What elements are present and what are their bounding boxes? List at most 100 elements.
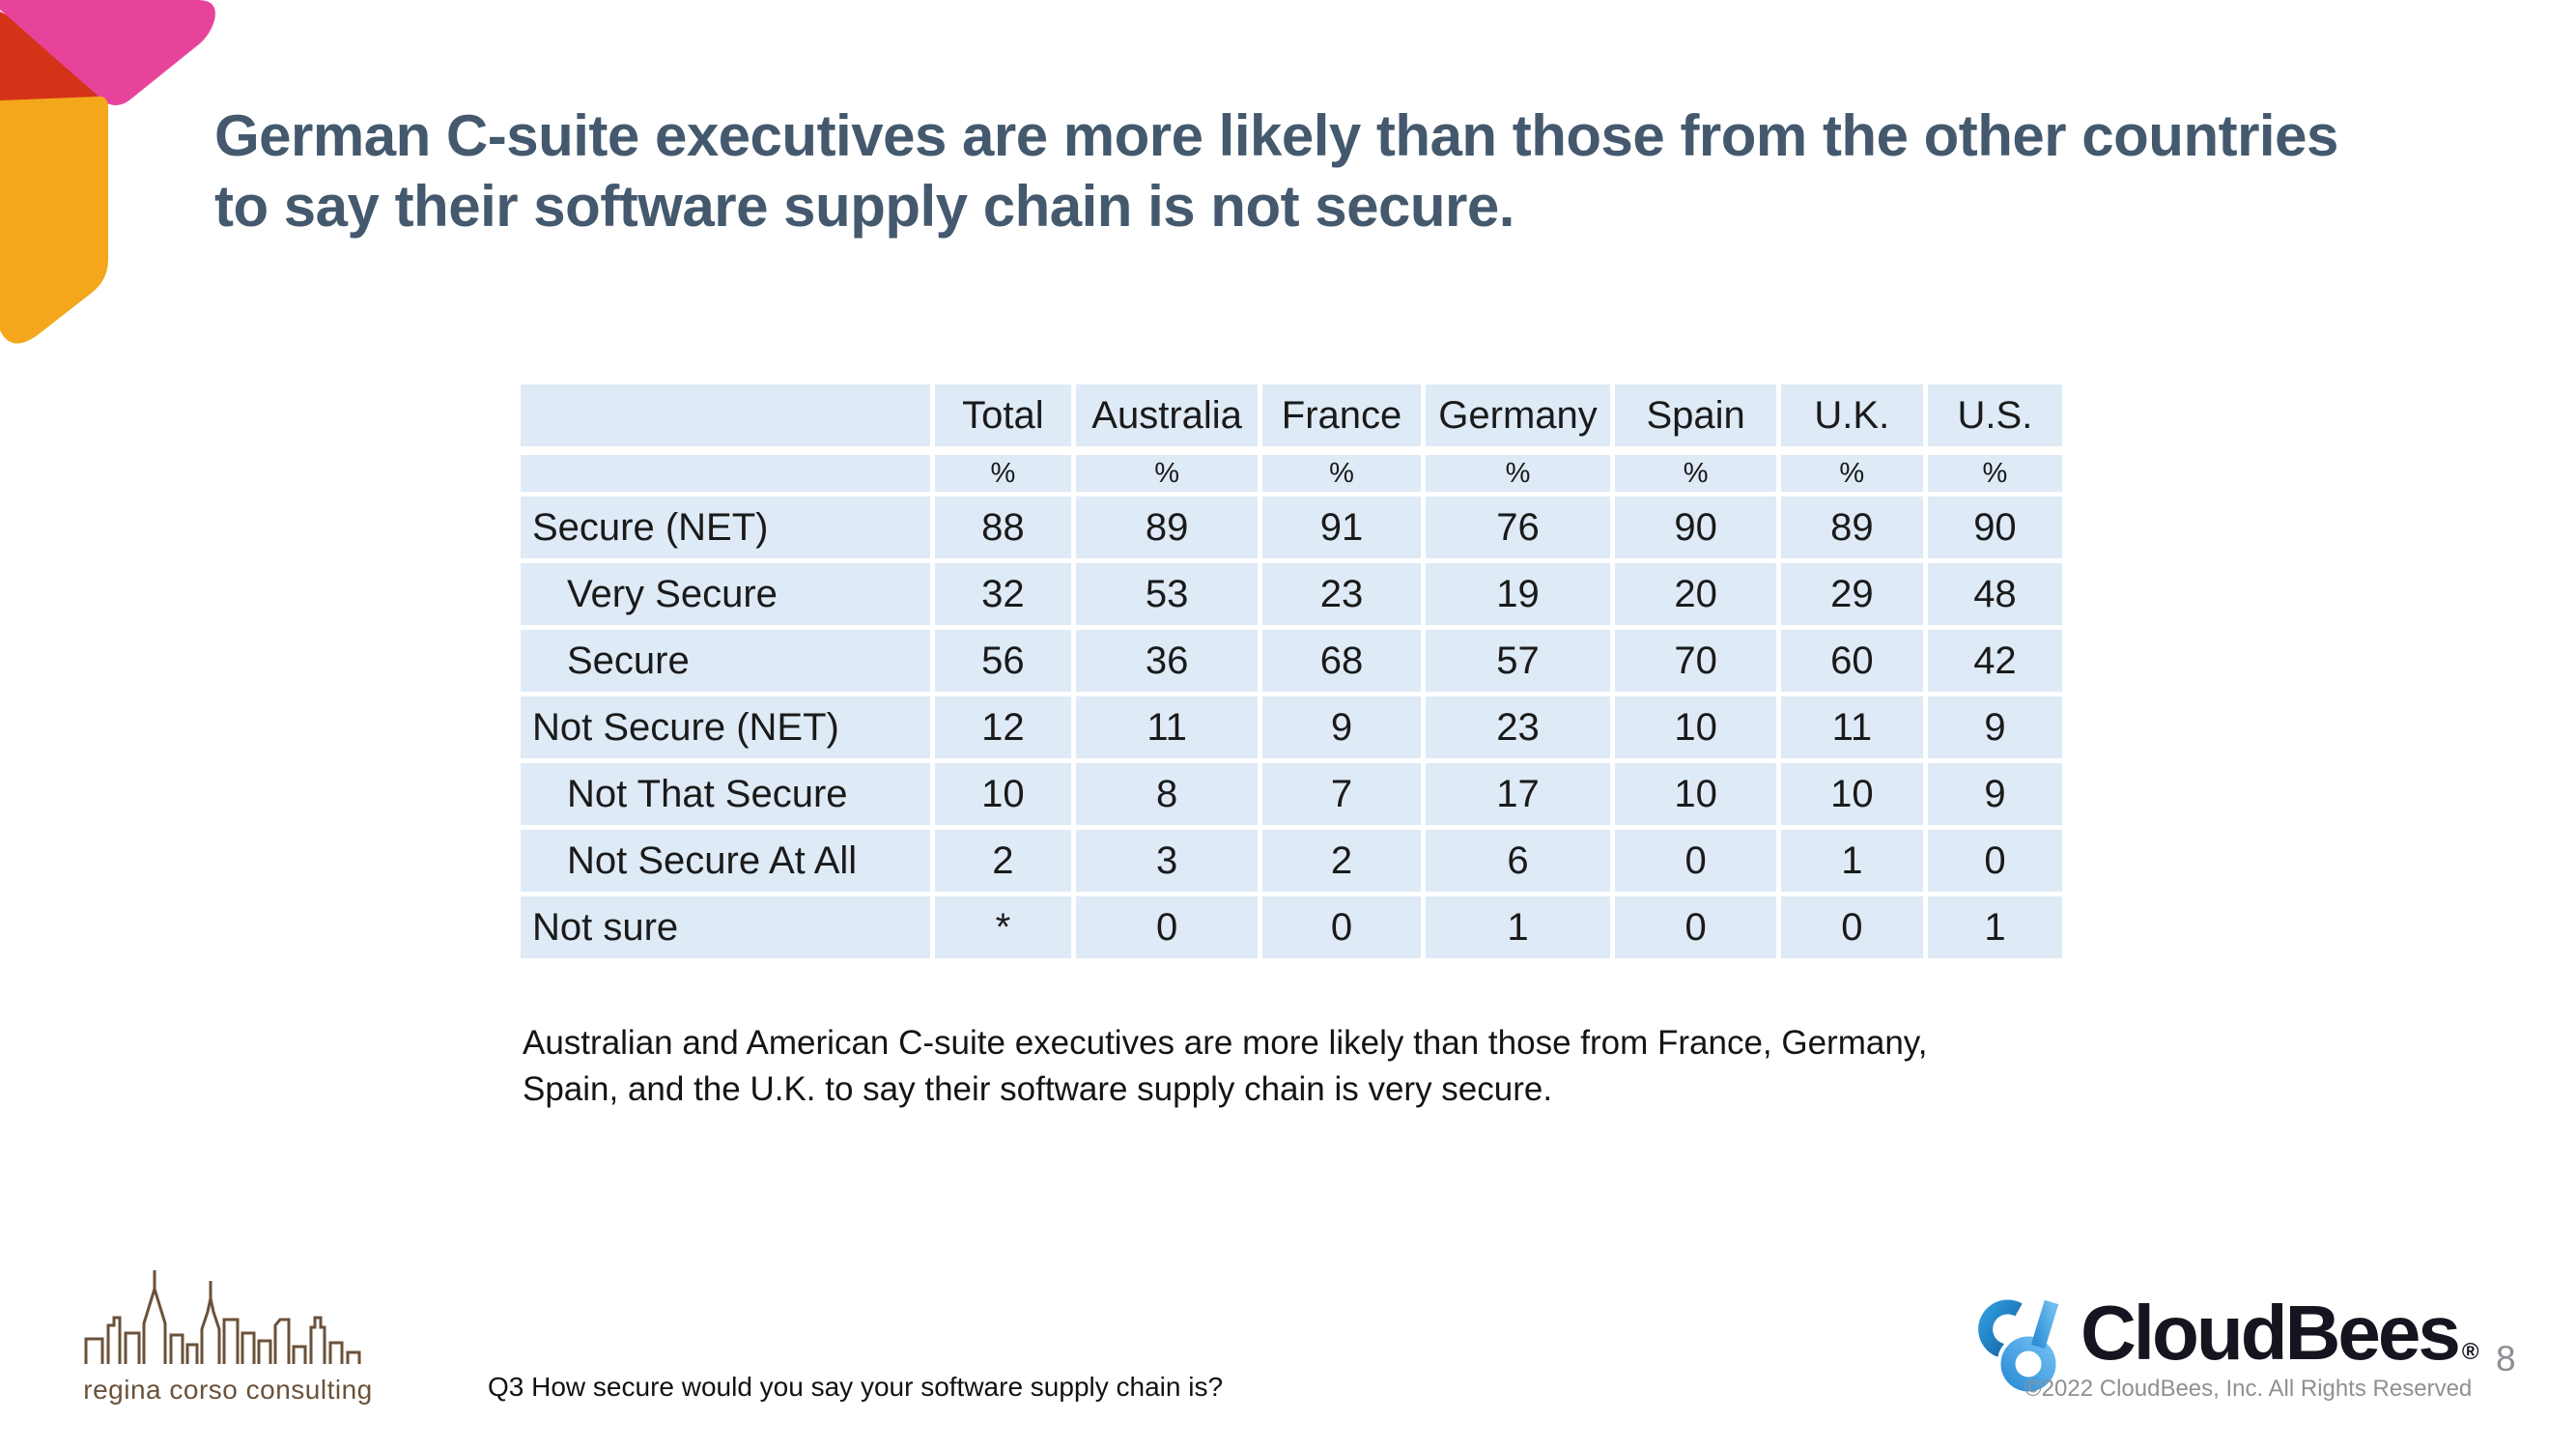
row-label: Very Secure: [515, 558, 936, 630]
table-row: Secure 56 36 68 57 70 60 42: [515, 625, 2068, 696]
registered-trademark-symbol: ®: [2461, 1339, 2479, 1365]
page-number: 8: [2496, 1339, 2516, 1378]
value-cell: 1: [1420, 892, 1616, 963]
table-row: Not Secure At All 2 3 2 6 0 1 0: [515, 825, 2068, 896]
value-cell: 7: [1258, 758, 1426, 830]
value-cell: 89: [1775, 492, 1928, 563]
value-cell: 60: [1775, 625, 1928, 696]
row-label: Secure: [515, 625, 936, 696]
title-line-2: to say their software supply chain is no…: [214, 174, 1514, 239]
regina-corso-logo-text: regina corso consulting: [83, 1375, 373, 1405]
value-cell: 53: [1070, 558, 1263, 630]
row-label: Not sure: [515, 892, 936, 963]
value-cell: 57: [1420, 625, 1616, 696]
brand-corner-graphic: [0, 0, 215, 344]
column-header: U.S.: [1922, 380, 2068, 455]
page-title: German C-suite executives are more likel…: [214, 100, 2338, 242]
value-cell: 48: [1922, 558, 2068, 630]
row-label: Not Secure (NET): [515, 692, 936, 763]
value-cell: 68: [1258, 625, 1426, 696]
cloudbees-wordmark-text: CloudBees: [2081, 1290, 2461, 1376]
column-header: Total: [930, 380, 1076, 455]
value-cell: 9: [1922, 758, 2068, 830]
value-cell: 9: [1258, 692, 1426, 763]
value-cell: 9: [1922, 692, 2068, 763]
value-cell: 90: [1610, 492, 1781, 563]
value-cell: 0: [1258, 892, 1426, 963]
value-cell: 56: [930, 625, 1076, 696]
column-header: Australia: [1070, 380, 1263, 455]
pink-shape: [0, 0, 215, 106]
value-cell: 0: [1922, 825, 2068, 896]
column-header: Germany: [1420, 380, 1616, 455]
cloudbees-wordmark: CloudBees ®: [2081, 1283, 2479, 1403]
red-shape: [0, 12, 112, 121]
value-cell: 23: [1258, 558, 1426, 630]
cloudbees-icon: [1978, 1298, 2063, 1395]
value-cell: 11: [1775, 692, 1928, 763]
row-label: Secure (NET): [515, 492, 936, 563]
value-cell: 0: [1610, 825, 1781, 896]
table-unit-row: %%%%%%%: [515, 448, 2068, 497]
value-cell: *: [930, 892, 1076, 963]
value-cell: 89: [1070, 492, 1263, 563]
table-row: Not sure * 0 0 1 0 0 1: [515, 892, 2068, 963]
value-cell: 6: [1420, 825, 1616, 896]
note-text: Australian and American C-suite executiv…: [523, 1020, 1927, 1113]
table-header-row: Total Australia France Germany Spain U.K. U.S.: [515, 380, 2068, 455]
value-cell: 19: [1420, 558, 1616, 630]
row-label: Not That Secure: [515, 758, 936, 830]
table-row: Very Secure 32 53 23 19 20 29 48: [515, 558, 2068, 630]
value-cell: 10: [1610, 692, 1781, 763]
value-cell: 32: [930, 558, 1076, 630]
unit-cell: %: [1420, 448, 1616, 497]
table-row: Not Secure (NET) 12 11 9 23 10 11 9: [515, 692, 2068, 763]
value-cell: 0: [1070, 892, 1263, 963]
note-line-2: Spain, and the U.K. to say their softwar…: [523, 1070, 1553, 1108]
regina-corso-logo: regina corso consulting: [81, 1267, 375, 1406]
value-cell: 88: [930, 492, 1076, 563]
unit-cell: %: [1070, 448, 1263, 497]
value-cell: 2: [1258, 825, 1426, 896]
corner-cell: [515, 380, 936, 455]
value-cell: 70: [1610, 625, 1781, 696]
value-cell: 10: [1775, 758, 1928, 830]
value-cell: 0: [1775, 892, 1928, 963]
survey-results-table: Total Australia France Germany Spain U.K. U.S.…: [515, 380, 2068, 963]
value-cell: 10: [1610, 758, 1781, 830]
value-cell: 3: [1070, 825, 1263, 896]
column-header: France: [1258, 380, 1426, 455]
value-cell: 42: [1922, 625, 2068, 696]
cloudbees-logo: CloudBees ®: [1970, 1283, 2479, 1403]
row-label: Not Secure At All: [515, 825, 936, 896]
value-cell: 10: [930, 758, 1076, 830]
skyline-icon: [84, 1270, 361, 1364]
value-cell: 1: [1922, 892, 2068, 963]
value-cell: 91: [1258, 492, 1426, 563]
value-cell: 17: [1420, 758, 1616, 830]
value-cell: 2: [930, 825, 1076, 896]
unit-cell: %: [930, 448, 1076, 497]
unit-cell: %: [1258, 448, 1426, 497]
value-cell: 0: [1610, 892, 1781, 963]
value-cell: 76: [1420, 492, 1616, 563]
orange-shape: [0, 96, 108, 344]
value-cell: 29: [1775, 558, 1928, 630]
copyright-text: ©2022 CloudBees, Inc. All Rights Reserve…: [2024, 1376, 2473, 1402]
title-line-1: German C-suite executives are more likel…: [214, 103, 2338, 168]
value-cell: 23: [1420, 692, 1616, 763]
unit-cell: %: [1775, 448, 1928, 497]
value-cell: 12: [930, 692, 1076, 763]
column-header: U.K.: [1775, 380, 1928, 455]
unit-cell: %: [1922, 448, 2068, 497]
column-header: Spain: [1610, 380, 1781, 455]
value-cell: 90: [1922, 492, 2068, 563]
table-row: Not That Secure 10 8 7 17 10 10 9: [515, 758, 2068, 830]
survey-question-text: Q3 How secure would you say your softwar…: [488, 1372, 1224, 1402]
table-row: Secure (NET) 88 89 91 76 90 89 90: [515, 492, 2068, 563]
unit-cell: %: [1610, 448, 1781, 497]
unit-corner-cell: [515, 448, 936, 497]
value-cell: 11: [1070, 692, 1263, 763]
value-cell: 36: [1070, 625, 1263, 696]
